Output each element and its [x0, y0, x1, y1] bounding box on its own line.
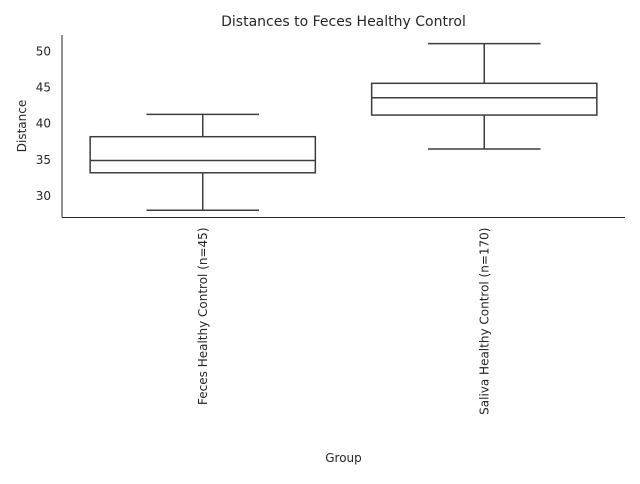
chart-title: Distances to Feces Healthy Control [221, 14, 466, 30]
y-tick-label: 30 [36, 189, 51, 203]
y-tick-label: 40 [36, 117, 51, 131]
y-axis-label: Distance [15, 100, 29, 152]
box-plot-1 [89, 113, 317, 212]
y-ticks-group: 30 35 40 45 50 [36, 45, 51, 203]
box-plot-2 [370, 42, 598, 150]
y-tick-label: 50 [36, 45, 51, 59]
x-tick-label: Saliva Healthy Control (n=170) [477, 228, 491, 415]
boxes-group [89, 42, 598, 212]
x-ticks-group: Feces Healthy Control (n=45) Saliva Healt… [196, 228, 492, 415]
iqr-box [370, 82, 598, 116]
y-tick-label: 35 [36, 153, 51, 167]
x-axis-label: Group [325, 451, 362, 465]
x-tick-label: Feces Healthy Control (n=45) [196, 228, 210, 405]
y-tick-label: 45 [36, 81, 51, 95]
iqr-box [89, 135, 317, 174]
